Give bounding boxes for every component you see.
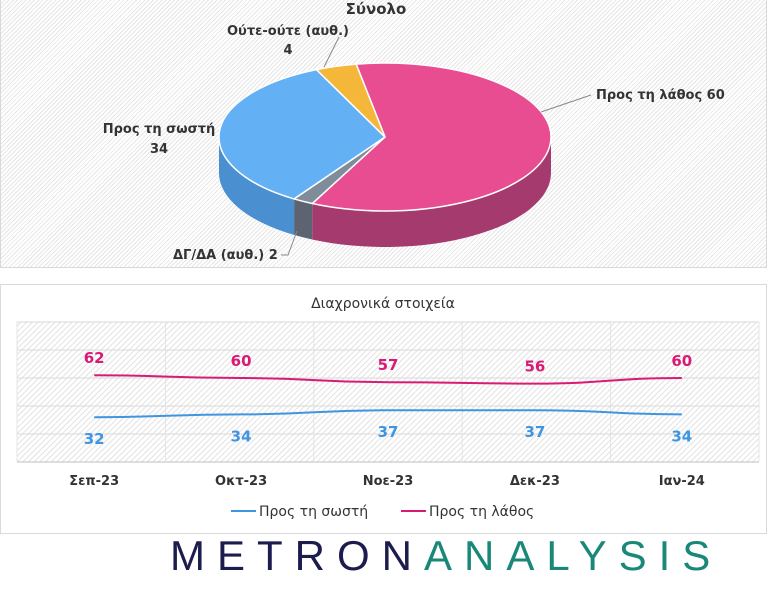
line-chart: Διαχρονικά στοιχεία 32 34 37 37 34 62 60 57 56 60… <box>16 296 760 520</box>
pie-chart: Σύνολο Προς τη λάθος 60 Προς τη σωστή 34… <box>103 0 725 263</box>
data-label: 37 <box>378 423 399 441</box>
data-label: 32 <box>84 430 105 448</box>
label-right: Προς τη σωστή <box>103 122 216 137</box>
data-label: 60 <box>231 352 252 370</box>
data-label: 37 <box>524 423 545 441</box>
data-label: 56 <box>524 358 545 376</box>
data-label: 34 <box>671 427 692 445</box>
pie-chart-panel: Σύνολο Προς τη λάθος 60 Προς τη σωστή 34… <box>0 0 767 268</box>
label-right-value: 34 <box>150 142 168 157</box>
pie-side-wall <box>219 137 295 235</box>
pie-slice <box>314 63 386 138</box>
pie-title: Σύνολο <box>346 0 407 18</box>
x-tick-label: Δεκ-23 <box>510 474 560 489</box>
data-label: 57 <box>378 356 399 374</box>
x-tick-label: Οκτ-23 <box>215 474 267 489</box>
plot-area <box>17 322 759 462</box>
metron-analysis-logo: METRONANALYSIS <box>170 532 722 580</box>
logo-part2: ANALYSIS <box>424 532 723 579</box>
x-tick-label: Νοε-23 <box>363 474 414 489</box>
legend: Προς τη σωστή Προς τη λάθος <box>231 504 534 520</box>
label-wrong: Προς τη λάθος 60 <box>596 88 725 103</box>
series-line <box>94 409 682 419</box>
label-dkda: ΔΓ/ΔΑ (αυθ.) 2 <box>173 248 278 263</box>
data-label: 60 <box>671 352 692 370</box>
line-chart-title: Διαχρονικά στοιχεία <box>311 296 455 312</box>
pie-side-wall <box>312 137 551 247</box>
legend-label-wrong: Προς τη λάθος <box>429 504 534 520</box>
x-tick-label: Σεπ-23 <box>69 474 119 489</box>
pie-slice <box>218 68 387 200</box>
legend-label-right: Προς τη σωστή <box>259 504 368 520</box>
data-label: 62 <box>84 349 105 367</box>
label-neither: Ούτε-ούτε (αυθ.) <box>227 24 349 39</box>
label-neither-value: 4 <box>283 43 292 58</box>
series-line <box>94 374 682 385</box>
line-chart-panel: Διαχρονικά στοιχεία 32 34 37 37 34 62 60 57 56 60… <box>0 284 767 534</box>
data-label: 34 <box>231 427 252 445</box>
pie-slice <box>310 62 552 212</box>
logo-part1: METRON <box>170 532 424 579</box>
pie-side-wall <box>294 198 313 240</box>
x-tick-label: Ιαν-24 <box>659 474 705 489</box>
